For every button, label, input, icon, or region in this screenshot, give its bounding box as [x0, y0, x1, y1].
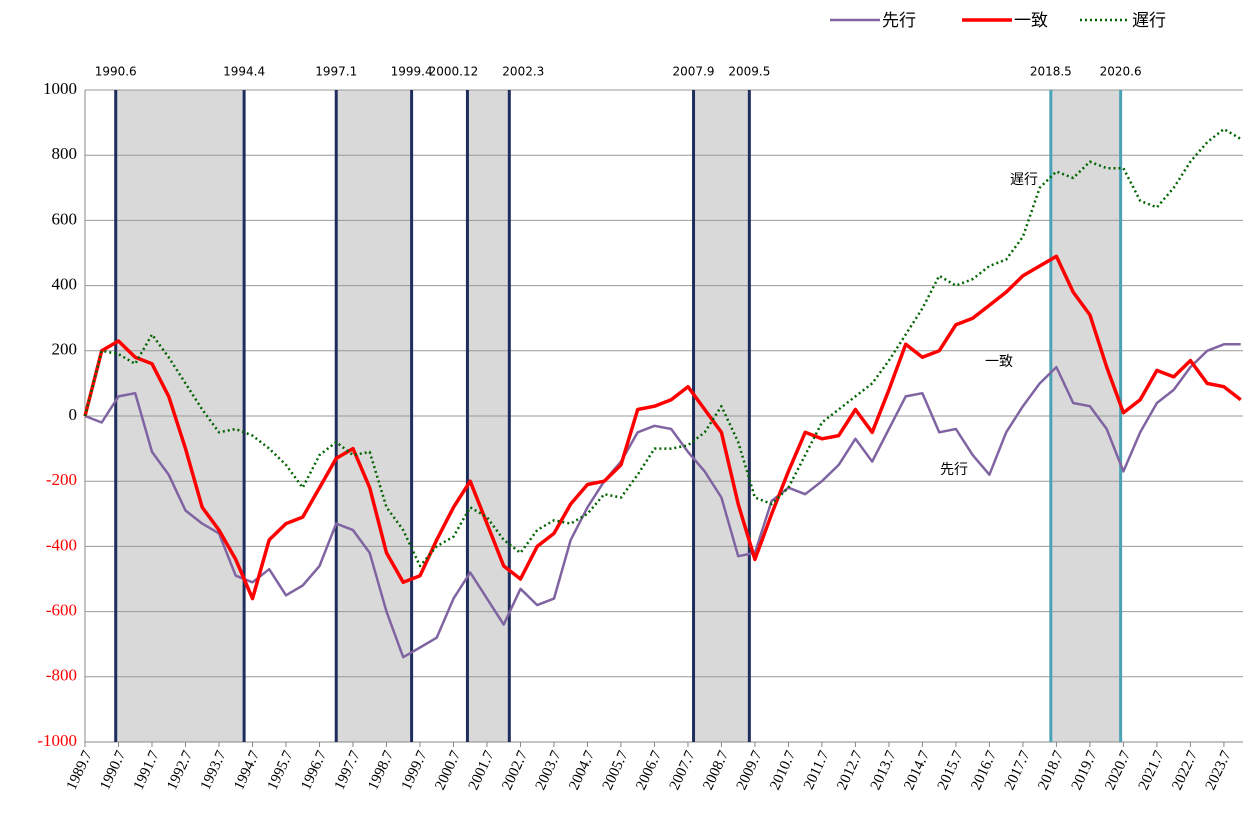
- x-tick-label: 1991.7: [131, 748, 163, 793]
- x-tick-label: 2005.7: [600, 748, 632, 793]
- legend-label: 先行: [882, 11, 916, 31]
- x-tick-label: 2022.7: [1169, 748, 1201, 793]
- x-tick-label: 1989.7: [64, 748, 96, 793]
- recession-label: 1990.6: [95, 65, 137, 79]
- y-tick-label: -800: [46, 666, 77, 685]
- series-line: [83, 254, 1242, 601]
- x-tick-label: 2014.7: [901, 748, 933, 793]
- x-tick-label: 2019.7: [1069, 748, 1101, 793]
- recession-label: 1994.4: [223, 65, 265, 79]
- x-tick-label: 2008.7: [700, 748, 732, 793]
- recession-label: 1999.4: [391, 65, 433, 79]
- x-tick-label: 1997.7: [332, 748, 364, 793]
- x-tick-label: 2006.7: [633, 748, 665, 793]
- recession-label: 2009.5: [728, 65, 770, 79]
- y-tick-label: -1000: [37, 731, 77, 750]
- x-tick-label: 2001.7: [466, 748, 498, 793]
- x-tick-label: 1998.7: [365, 748, 397, 793]
- x-tick-label: 2010.7: [767, 748, 799, 793]
- legend-label: 遅行: [1132, 11, 1166, 31]
- x-tick-label: 1999.7: [399, 748, 431, 793]
- x-tick-label: 2020.7: [1102, 748, 1134, 793]
- recession-label: 2000.12: [429, 65, 479, 79]
- legend-label: 一致: [1014, 11, 1048, 31]
- x-tick-label: 2003.7: [533, 748, 565, 793]
- y-tick-label: 400: [52, 275, 78, 294]
- series-line: [84, 343, 1241, 659]
- x-tick-label: 2002.7: [499, 748, 531, 793]
- x-tick-label: 2004.7: [566, 748, 598, 793]
- y-tick-label: 600: [52, 209, 78, 228]
- series-annotation: 遅行: [1010, 172, 1038, 188]
- recession-label: 2018.5: [1030, 65, 1072, 79]
- recession-label: 2002.3: [502, 65, 544, 79]
- x-tick-label: 2016.7: [968, 748, 1000, 793]
- series-annotation: 一致: [985, 354, 1013, 370]
- x-tick-label: 2009.7: [734, 748, 766, 793]
- x-tick-label: 1995.7: [265, 748, 297, 793]
- y-tick-label: -400: [46, 535, 77, 554]
- x-tick-label: 2000.7: [432, 748, 464, 793]
- x-tick-label: 2017.7: [1002, 748, 1034, 793]
- x-tick-label: 1992.7: [164, 748, 196, 793]
- y-tick-label: 200: [52, 340, 78, 359]
- x-tick-label: 1993.7: [198, 748, 230, 793]
- x-tick-label: 2023.7: [1203, 748, 1235, 793]
- x-tick-label: 2021.7: [1136, 748, 1168, 793]
- y-tick-label: 0: [69, 405, 78, 424]
- x-tick-label: 2011.7: [801, 748, 833, 792]
- x-tick-label: 2012.7: [834, 748, 866, 793]
- series-annotation: 先行: [940, 462, 968, 478]
- recession-label: 1997.1: [315, 65, 357, 79]
- recession-label: 2020.6: [1100, 65, 1142, 79]
- y-tick-label: 1000: [43, 79, 77, 98]
- x-tick-label: 1990.7: [97, 748, 129, 793]
- x-tick-label: 1994.7: [231, 748, 263, 793]
- y-tick-label: -600: [46, 601, 77, 620]
- y-tick-label: -200: [46, 470, 77, 489]
- x-tick-label: 2018.7: [1035, 748, 1067, 793]
- x-tick-label: 2015.7: [935, 748, 967, 793]
- recession-label: 2007.9: [673, 65, 715, 79]
- y-tick-label: 800: [52, 144, 78, 163]
- x-tick-label: 2007.7: [667, 748, 699, 793]
- x-tick-label: 1996.7: [298, 748, 330, 793]
- x-tick-label: 2013.7: [868, 748, 900, 793]
